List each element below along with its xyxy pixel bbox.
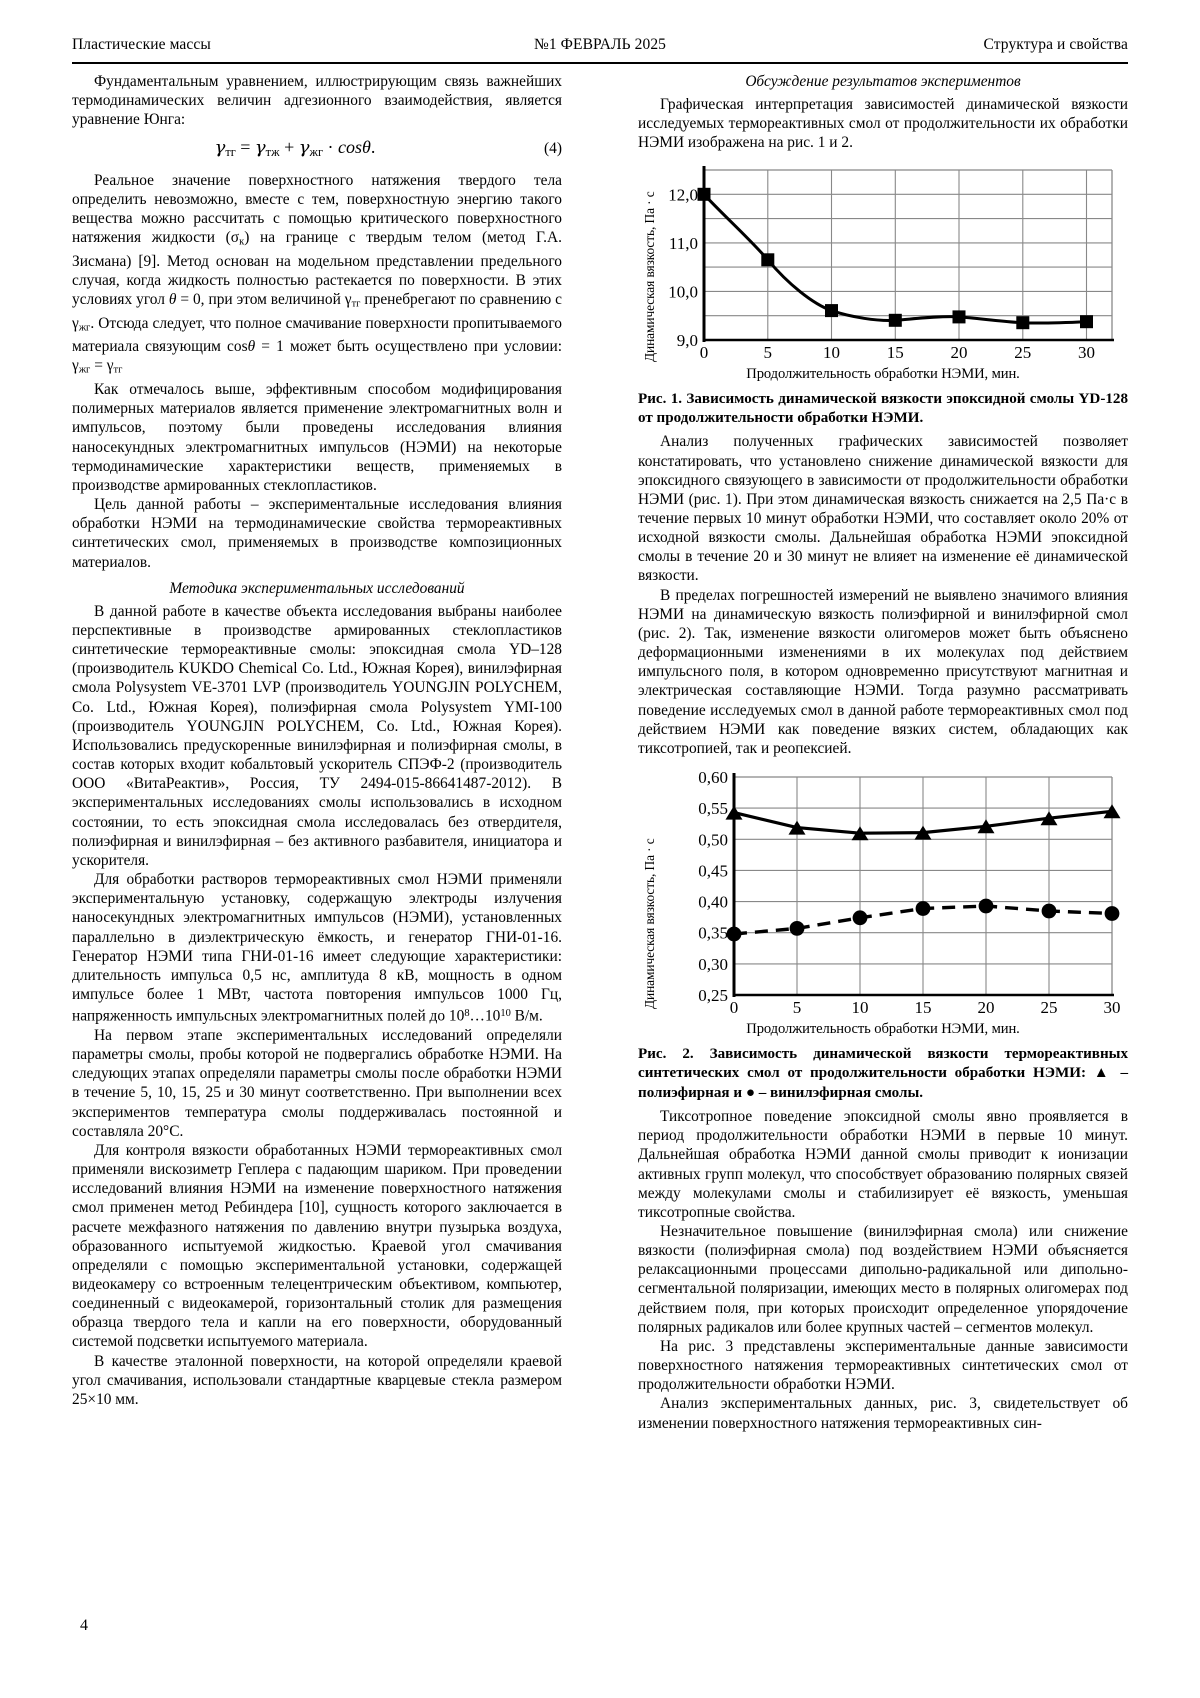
section-heading-discussion: Обсуждение результатов экспериментов [638, 72, 1128, 91]
paragraph: На рис. 3 представлены экспериментальные… [638, 1337, 1128, 1394]
svg-text:0: 0 [700, 343, 709, 362]
figure-1-y-ticklabels: 9,0 10,0 11,0 12,0 [668, 185, 698, 350]
header-rule [72, 62, 1128, 64]
paragraph: Для обработки растворов термореактивных … [72, 870, 562, 1026]
paragraph: Фундаментальным уравнением, иллюстрирующ… [72, 72, 562, 129]
gamma-subscript: тг [114, 365, 123, 376]
right-column: Обсуждение результатов экспериментов Гра… [638, 72, 1128, 1433]
figure-1-caption: Рис. 1. Зависимость динамической вязкост… [638, 390, 1128, 429]
paragraph: На первом этапе экспериментальных исслед… [72, 1026, 562, 1141]
left-column: Фундаментальным уравнением, иллюстрирующ… [72, 72, 562, 1409]
paragraph: В данной работе в качестве объекта иссле… [72, 602, 562, 870]
svg-text:10,0: 10,0 [668, 282, 698, 301]
svg-text:0,35: 0,35 [698, 924, 728, 943]
figure-1: Динамическая вязкость, Па · с [638, 162, 1128, 429]
svg-text:25: 25 [1041, 998, 1058, 1017]
paragraph: Для контроля вязкости обработанных НЭМИ … [72, 1141, 562, 1352]
svg-text:5: 5 [764, 343, 773, 362]
svg-text:0,40: 0,40 [698, 893, 728, 912]
svg-text:0,25: 0,25 [698, 986, 728, 1005]
para-text-b: …10 [470, 1008, 501, 1025]
svg-text:15: 15 [915, 998, 932, 1017]
figure-2-caption: Рис. 2. Зависимость динамической вязкост… [638, 1045, 1128, 1103]
running-head-left: Пластические массы [72, 36, 211, 54]
paragraph: Цель данной работы – экспериментальные и… [72, 495, 562, 572]
equation-number: (4) [518, 139, 562, 158]
svg-text:15: 15 [887, 343, 904, 362]
svg-text:30: 30 [1104, 998, 1121, 1017]
figure-1-x-ticklabels: 0 5 10 15 20 25 30 [700, 343, 1095, 362]
figure-2: Динамическая вязкость, Па · с [638, 767, 1128, 1103]
svg-text:10: 10 [823, 343, 840, 362]
para-text-g: = γ [90, 357, 113, 374]
svg-text:5: 5 [793, 998, 802, 1017]
svg-text:25: 25 [1014, 343, 1031, 362]
paragraph: Анализ полученных графических зависимост… [638, 432, 1128, 585]
paragraph: Незначительное повышение (винилэфирная с… [638, 1222, 1128, 1337]
figure-2-gridlines [734, 777, 1112, 995]
svg-text:12,0: 12,0 [668, 185, 698, 204]
svg-text:9,0: 9,0 [677, 331, 698, 350]
equation-body: γтг = γтж + γжг · cosθ. [72, 138, 518, 162]
figure-2-x-ticklabels: 0 5 10 15 20 25 30 [730, 998, 1121, 1017]
figure-2-x-axis-label: Продолжительность обработки НЭМИ, мин. [638, 1020, 1128, 1039]
svg-text:0,45: 0,45 [698, 861, 728, 880]
svg-text:20: 20 [951, 343, 968, 362]
svg-text:0,60: 0,60 [698, 768, 728, 787]
figure-2-svg: 0,25 0,30 0,35 0,40 0,45 0,50 0,55 0,60 [638, 767, 1128, 1017]
paragraph: Графическая интерпретация зависимостей д… [638, 95, 1128, 152]
figure-1-y-axis-label: Динамическая вязкость, Па · с [640, 166, 659, 362]
theta-symbol: θ [248, 338, 256, 355]
para-text-c: = 0, при этом величиной γ [176, 291, 351, 308]
running-head: Пластические массы №1 ФЕВРАЛЬ 2025 Струк… [72, 36, 1128, 62]
figure-2-y-ticklabels: 0,25 0,30 0,35 0,40 0,45 0,50 0,55 0,60 [698, 768, 728, 1005]
svg-text:20: 20 [978, 998, 995, 1017]
exponent: 10 [500, 1008, 510, 1019]
document-page: Пластические массы №1 ФЕВРАЛЬ 2025 Струк… [0, 0, 1200, 1698]
equation-4: γтг = γтж + γжг · cosθ. (4) [72, 138, 562, 162]
paragraph: В пределах погрешностей измерений не выя… [638, 586, 1128, 758]
svg-text:0,50: 0,50 [698, 830, 728, 849]
svg-text:0,55: 0,55 [698, 799, 728, 818]
gamma-subscript: жг [79, 322, 91, 333]
section-heading-method: Методика экспериментальных исследований [72, 579, 562, 598]
svg-text:0: 0 [730, 998, 739, 1017]
paragraph: Как отмечалось выше, эффективным способо… [72, 380, 562, 495]
svg-text:10: 10 [852, 998, 869, 1017]
running-head-center: №1 ФЕВРАЛЬ 2025 [72, 36, 1128, 54]
figure-2-y-axis-label: Динамическая вязкость, Па · с [640, 773, 659, 1009]
svg-text:11,0: 11,0 [669, 234, 698, 253]
figure-2-plot-area: Динамическая вязкость, Па · с [638, 767, 1128, 1039]
figure-1-plot-area: Динамическая вязкость, Па · с [638, 162, 1128, 384]
paragraph: Тиксотропное поведение эпоксидной смолы … [638, 1107, 1128, 1222]
page-number: 4 [80, 1617, 88, 1635]
para-text-c: В/м. [511, 1008, 543, 1025]
figure-1-svg: 9,0 10,0 11,0 12,0 [638, 162, 1128, 362]
running-head-right: Структура и свойства [984, 36, 1129, 54]
paragraph: Реальное значение поверхностного натяжен… [72, 171, 562, 381]
svg-text:30: 30 [1078, 343, 1095, 362]
svg-text:0,30: 0,30 [698, 955, 728, 974]
paragraph: Анализ экспериментальных данных, рис. 3,… [638, 1394, 1128, 1432]
paragraph: В качестве эталонной поверхности, на кот… [72, 1352, 562, 1409]
para-text-a: Для обработки растворов термореактивных … [72, 871, 562, 1025]
gamma-subscript: жг [79, 365, 91, 376]
figure-1-x-axis-label: Продолжительность обработки НЭМИ, мин. [638, 365, 1128, 384]
